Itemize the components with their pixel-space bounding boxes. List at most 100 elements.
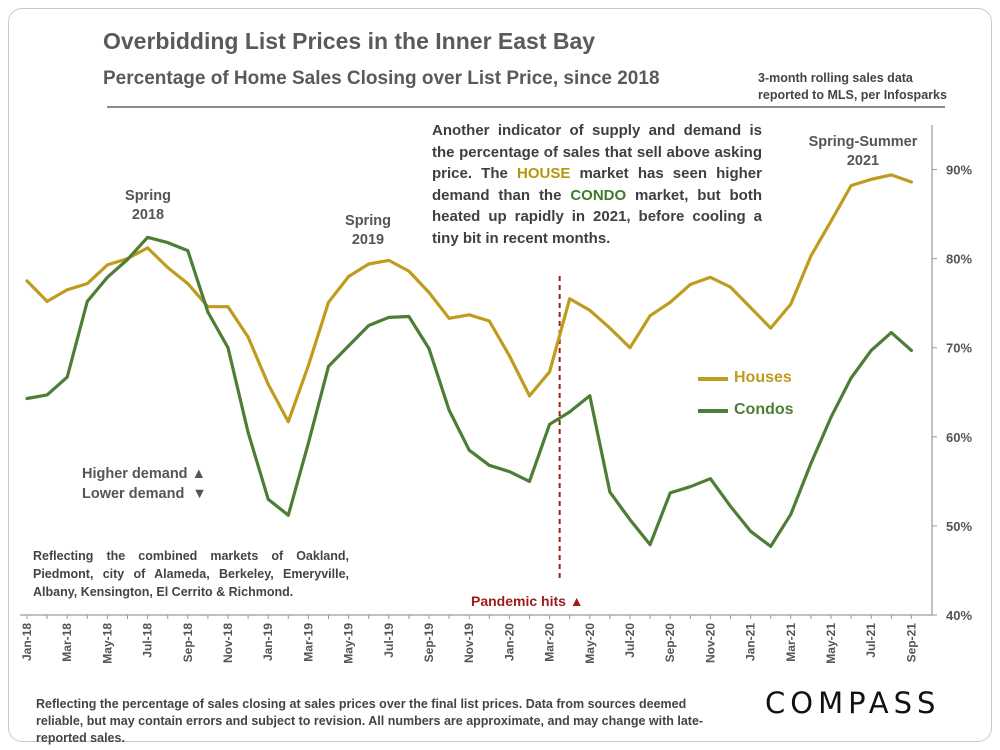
data-point-condos: [146, 235, 150, 239]
data-point-houses: [889, 173, 893, 177]
data-point-condos: [206, 310, 210, 314]
commentary-text: Another indicator of supply and demand i…: [432, 120, 762, 249]
data-point-houses: [849, 184, 853, 187]
data-point-condos: [769, 545, 773, 548]
data-point-houses: [266, 382, 270, 386]
data-point-houses: [829, 219, 833, 223]
data-point-condos: [568, 410, 572, 414]
data-point-condos: [45, 393, 49, 397]
x-tick-label: Jul-19: [382, 623, 396, 658]
x-tick-label: Jul-20: [623, 623, 637, 658]
x-tick-label: Mar-18: [60, 623, 74, 662]
data-point-houses: [467, 313, 471, 317]
annotation-spring-2019: Spring 2019: [328, 212, 408, 250]
data-point-houses: [45, 300, 49, 303]
data-point-condos: [65, 375, 69, 379]
higher-demand-label: Higher demand ▲: [82, 466, 206, 482]
commentary-part3: market, but both heated up rapidly in 20…: [432, 186, 762, 247]
data-point-houses: [588, 308, 592, 312]
data-point-condos: [648, 543, 652, 547]
source-note-line2: reported to MLS, per Infosparks: [758, 88, 947, 102]
source-note: 3-month rolling sales data reported to M…: [758, 70, 947, 104]
data-point-condos: [286, 513, 290, 517]
data-point-condos: [910, 349, 913, 352]
data-point-condos: [588, 394, 592, 398]
annotation-spring-2018: Spring 2018: [108, 187, 188, 225]
data-point-houses: [749, 306, 752, 310]
x-tick-label: Jul-21: [864, 623, 878, 658]
x-tick-label: May-19: [342, 623, 356, 664]
data-point-houses: [487, 319, 491, 323]
data-point-condos: [889, 331, 893, 334]
data-point-condos: [869, 349, 873, 352]
data-point-condos: [367, 324, 371, 327]
annotation-spring-summer-2021-line1: Spring-Summer: [808, 134, 918, 150]
data-point-houses: [387, 259, 391, 262]
footer-disclaimer: Reflecting the percentage of sales closi…: [36, 697, 704, 745]
data-point-condos: [166, 241, 170, 245]
x-tick-label: May-21: [824, 623, 838, 664]
data-point-condos: [226, 346, 230, 350]
x-tick-label: Jan-19: [261, 623, 275, 661]
data-point-condos: [427, 347, 431, 351]
data-point-condos: [809, 462, 813, 465]
commentary-part2: market has seen higher demand than the: [432, 165, 762, 204]
data-point-houses: [407, 269, 411, 273]
lower-demand-label: Lower demand ▼: [82, 486, 207, 502]
y-tick-label: 50%: [946, 519, 972, 534]
data-point-condos: [548, 422, 551, 426]
data-point-houses: [508, 354, 511, 358]
data-point-houses: [729, 285, 732, 289]
x-tick-label: Jan-21: [744, 623, 758, 661]
data-point-houses: [709, 275, 712, 279]
data-point-houses: [447, 316, 451, 320]
data-point-condos: [25, 397, 29, 400]
data-point-condos: [628, 518, 632, 522]
data-point-condos: [608, 490, 612, 494]
x-tick-label: May-18: [100, 623, 114, 664]
data-point-condos: [709, 477, 712, 481]
data-point-condos: [327, 365, 330, 368]
annotation-spring-summer-2021: Spring-Summer 2021: [793, 133, 933, 171]
data-point-condos: [487, 463, 491, 467]
x-tick-label: Sep-19: [422, 623, 436, 663]
x-tick-label: Mar-19: [301, 623, 315, 662]
y-tick-label: 60%: [946, 430, 972, 445]
data-point-houses: [25, 279, 29, 283]
markets-note: Reflecting the combined markets of Oakla…: [33, 549, 349, 599]
data-point-houses: [789, 302, 793, 306]
data-point-condos: [447, 408, 451, 412]
legend-houses-label: Houses: [734, 369, 792, 386]
slide-frame: [8, 8, 992, 742]
annotation-spring-summer-2021-line2: 2021: [846, 153, 880, 169]
x-tick-label: Nov-20: [703, 623, 717, 663]
data-point-houses: [769, 326, 773, 330]
x-tick-label: Mar-20: [543, 623, 557, 662]
x-tick-label: May-20: [583, 623, 597, 664]
commentary-condo-highlight: CONDO: [570, 186, 627, 204]
data-point-condos: [508, 470, 511, 473]
data-point-houses: [246, 335, 250, 339]
pandemic-label: Pandemic hits ▲: [471, 593, 584, 609]
data-point-houses: [106, 263, 109, 267]
annotation-spring-2019-line1: Spring: [345, 213, 391, 229]
data-point-condos: [266, 497, 270, 501]
legend-condos-swatch: [698, 409, 728, 413]
data-point-houses: [367, 262, 371, 266]
data-point-condos: [467, 448, 471, 452]
x-tick-label: Jan-20: [502, 623, 516, 661]
data-point-houses: [548, 370, 551, 374]
x-tick-label: Sep-18: [181, 623, 195, 663]
data-point-condos: [387, 316, 391, 319]
annotation-spring-2018-line2: 2018: [131, 207, 165, 223]
data-point-houses: [65, 288, 69, 292]
annotation-spring-2018-line1: Spring: [125, 188, 171, 204]
data-point-houses: [608, 326, 612, 330]
x-tick-label: Mar-21: [784, 623, 798, 662]
x-tick-label: Sep-20: [663, 623, 677, 663]
data-point-houses: [688, 283, 692, 286]
data-point-condos: [729, 504, 732, 508]
data-point-condos: [829, 415, 833, 419]
commentary-part1: Another indicator of supply and demand i…: [432, 122, 762, 182]
